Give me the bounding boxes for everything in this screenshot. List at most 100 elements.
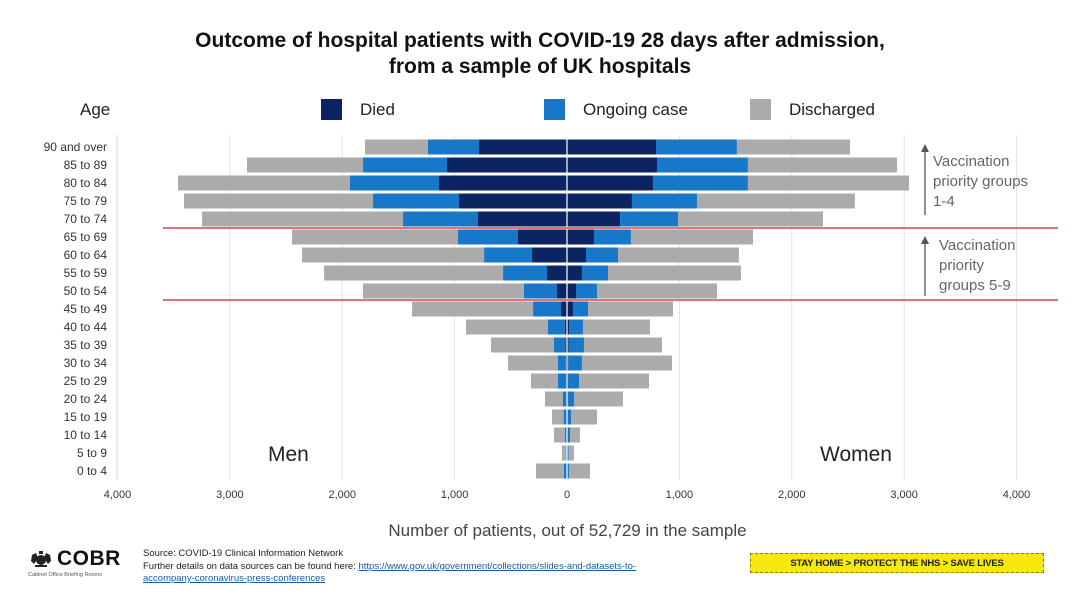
bar-women-discharged [597,283,718,299]
annotation-top-line2: priority groups [933,173,1029,190]
legend-discharged: Discharged [750,99,875,120]
legend-label-ongoing: Ongoing case [583,99,688,119]
link-line2[interactable]: accompany-coronavirus-press-conferences [143,573,326,584]
x-tick-label: 3,000 [890,489,918,501]
priority-1-4-arrow-arrowhead-icon [921,144,929,152]
bar-women-ongoing-case [567,445,569,461]
annotation-top-line3: 1-4 [933,193,955,210]
bar-men-ongoing-case [523,283,557,299]
bar-men-ongoing-case [349,175,439,191]
bar-men-discharged [553,427,565,443]
bar-men-died [438,175,567,191]
age-tick-label: 40 to 44 [64,320,108,334]
bar-women-died [567,265,582,281]
link-line1[interactable]: https://www.gov.uk/government/collection… [358,560,637,572]
bar-men-ongoing-case [563,409,567,425]
bar-men-died [565,337,567,353]
legend-swatch-discharged [750,99,771,120]
age-tick-label: 10 to 14 [64,428,108,442]
men-label: Men [268,443,309,466]
bar-women-ongoing-case [585,247,619,263]
bar-women-died [567,157,658,173]
bar-men-discharged [535,463,564,479]
cobr-logo-subtitle: Cabinet Office Briefing Rooms [28,572,102,578]
x-tick-label: 2,000 [328,489,356,501]
bar-women-discharged [573,391,623,407]
bar-men-ongoing-case [564,427,567,443]
age-tick-label: 80 to 84 [64,176,108,190]
bar-women-discharged [581,355,672,371]
bar-women-ongoing-case [656,139,737,155]
age-axis-heading: Age [80,100,111,119]
bar-men-ongoing-case [558,355,566,371]
bar-men-discharged [508,355,559,371]
bar-men-ongoing-case [503,265,547,281]
bar-women-died [567,247,586,263]
bar-women-discharged [697,193,855,209]
x-tick-label: 1,000 [666,489,694,501]
bar-men-ongoing-case [562,391,567,407]
bar-women-died [567,229,594,245]
bar-men-died [556,283,567,299]
bar-women-died [567,211,621,227]
bar-women-ongoing-case [567,463,570,479]
chart-title-line1: Outcome of hospital patients with COVID-… [195,29,885,52]
age-tick-label: 90 and over [44,140,107,154]
bar-men-discharged [491,337,554,353]
bar-men-discharged [247,157,364,173]
data-sources-link[interactable]: https://www.gov.uk/government/collection… [358,561,636,572]
bar-men-discharged [465,319,549,335]
bar-women-discharged [570,427,581,443]
legend-died: Died [321,99,395,120]
bar-women-discharged [579,373,650,389]
chart-title-line2: from a sample of UK hospitals [388,55,692,78]
bar-women-died [567,193,632,209]
bar-women-ongoing-case [567,409,572,425]
x-tick-label: 1,000 [441,489,469,501]
bar-women-ongoing-case [568,337,584,353]
age-tick-label: 50 to 54 [64,284,108,298]
chart-title: Outcome of hospital patients with COVID-… [0,28,1080,80]
bar-men-died [564,319,567,335]
data-sources-link-continued[interactable]: accompany-coronavirus-press-conferences [143,573,325,584]
bar-women-discharged [736,139,850,155]
bar-men-discharged [324,265,504,281]
bar-women-ongoing-case [569,319,583,335]
age-tick-label: 55 to 59 [64,266,108,280]
bar-men-died [546,265,567,281]
bar-women-discharged [630,229,753,245]
bar-men-ongoing-case [533,301,562,317]
bar-men-died [561,301,567,317]
bar-women-discharged [583,337,662,353]
cobr-logo: COBR Cabinet Office Briefing Rooms [28,547,123,578]
bar-women-died [567,175,653,191]
age-tick-label: 20 to 24 [64,392,108,406]
x-tick-label: 0 [564,489,570,501]
age-tick-label: 75 to 79 [64,194,108,208]
legend-label-died: Died [360,99,395,119]
annotation-priority-1-4: Vaccination priority groups 1-4 [933,152,1028,212]
bar-men-died [479,139,567,155]
bar-women-ongoing-case [567,427,571,443]
bar-women-ongoing-case [631,193,698,209]
age-tick-label: 60 to 64 [64,248,108,262]
bar-men-died [477,211,567,227]
bar-women-ongoing-case [652,175,748,191]
bar-men-ongoing-case [548,319,565,335]
bar-women-ongoing-case [567,373,580,389]
priority-5-9-arrow-arrowhead-icon [921,236,929,244]
legend-label-discharged: Discharged [789,99,875,119]
bar-men-ongoing-case [558,373,567,389]
bar-men-discharged [202,211,404,227]
bar-women-discharged [588,301,673,317]
bar-men-discharged [552,409,564,425]
bar-women-ongoing-case [620,211,679,227]
legend-swatch-died [321,99,342,120]
bar-women-ongoing-case [568,355,582,371]
bar-men-died [446,157,567,173]
bar-men-died [459,193,567,209]
annotation-top-line1: Vaccination [933,153,1010,170]
legend-swatch-ongoing [544,99,565,120]
bar-men-ongoing-case [484,247,533,263]
